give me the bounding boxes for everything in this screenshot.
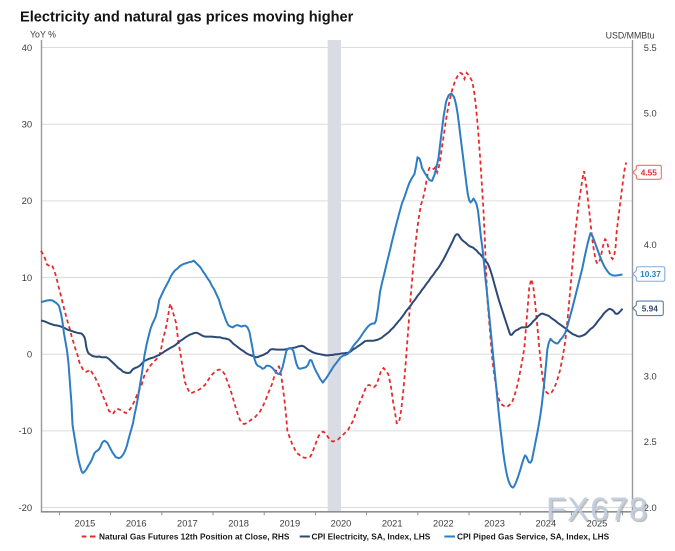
svg-text:FX678: FX678 [548,492,650,529]
svg-text:2015: 2015 [75,518,96,528]
svg-text:5.94: 5.94 [642,303,659,313]
svg-text:10: 10 [22,273,33,284]
svg-text:2017: 2017 [177,518,198,528]
svg-text:5.5: 5.5 [644,43,657,53]
svg-text:2021: 2021 [382,518,403,528]
svg-text:2016: 2016 [126,518,147,528]
svg-text:FX678: FX678 [546,491,648,528]
svg-text:30: 30 [22,120,33,131]
svg-text:2025: 2025 [587,518,608,528]
svg-text:2023: 2023 [484,518,505,528]
svg-text:10.37: 10.37 [640,269,661,279]
svg-text:2020: 2020 [331,518,352,528]
svg-text:20: 20 [22,196,33,207]
svg-text:2022: 2022 [433,518,454,528]
svg-text:2018: 2018 [228,518,249,528]
svg-text:0: 0 [27,350,32,361]
svg-text:USD/MMBtu: USD/MMBtu [606,31,655,41]
svg-text:YoY %: YoY % [30,30,56,40]
svg-text:3.0: 3.0 [644,371,657,381]
svg-text:CPI Electricity, SA, Index, LH: CPI Electricity, SA, Index, LHS [312,532,431,542]
svg-text:2.5: 2.5 [644,437,657,447]
svg-text:2.0: 2.0 [644,503,657,513]
svg-text:CPI Piped Gas Service, SA, Ind: CPI Piped Gas Service, SA, Index, LHS [457,532,610,542]
svg-text:-10: -10 [18,426,32,437]
svg-text:4.55: 4.55 [641,167,658,177]
svg-text:-20: -20 [18,503,32,514]
svg-text:5.0: 5.0 [644,109,657,119]
svg-text:Natural Gas Futures 12th Posit: Natural Gas Futures 12th Position at Clo… [99,532,290,542]
svg-text:2024: 2024 [535,518,556,528]
svg-text:Electricity and natural gas pr: Electricity and natural gas prices movin… [20,10,354,26]
svg-text:4.0: 4.0 [644,240,657,250]
svg-text:2019: 2019 [279,518,300,528]
svg-text:40: 40 [22,43,33,54]
